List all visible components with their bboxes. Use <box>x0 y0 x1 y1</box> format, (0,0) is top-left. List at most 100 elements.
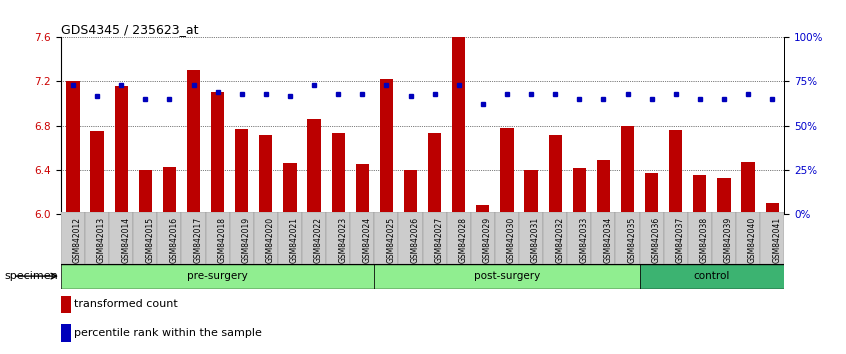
Bar <box>211 92 224 214</box>
Text: GSM842026: GSM842026 <box>410 217 420 263</box>
Text: GSM842021: GSM842021 <box>290 217 299 263</box>
Bar <box>181 212 206 264</box>
Text: GSM842028: GSM842028 <box>459 217 468 263</box>
Text: GDS4345 / 235623_at: GDS4345 / 235623_at <box>61 23 199 36</box>
Bar <box>736 212 760 264</box>
Text: GSM842038: GSM842038 <box>700 217 709 263</box>
Bar <box>663 212 688 264</box>
Bar <box>307 119 321 214</box>
Bar <box>741 162 755 214</box>
Text: percentile rank within the sample: percentile rank within the sample <box>74 328 262 338</box>
Bar <box>548 135 562 214</box>
Bar <box>283 163 297 214</box>
Text: pre-surgery: pre-surgery <box>187 271 248 281</box>
Text: GSM842027: GSM842027 <box>435 217 443 263</box>
Bar <box>139 170 152 214</box>
Bar <box>717 178 731 214</box>
Bar <box>235 129 249 214</box>
Bar <box>688 212 711 264</box>
Bar <box>254 212 277 264</box>
Text: GSM842039: GSM842039 <box>724 217 733 263</box>
Bar <box>350 212 374 264</box>
Text: post-surgery: post-surgery <box>474 271 540 281</box>
Bar <box>766 203 779 214</box>
Bar <box>91 131 104 214</box>
Text: GSM842012: GSM842012 <box>73 217 82 263</box>
Bar <box>229 212 254 264</box>
Bar <box>162 167 176 214</box>
Text: GSM842036: GSM842036 <box>651 217 661 263</box>
Text: GSM842023: GSM842023 <box>338 217 347 263</box>
Bar <box>109 212 133 264</box>
Bar <box>447 212 470 264</box>
Text: GSM842016: GSM842016 <box>169 217 179 263</box>
Text: GSM842024: GSM842024 <box>362 217 371 263</box>
Bar <box>640 212 663 264</box>
Bar <box>470 212 495 264</box>
Bar <box>61 212 85 264</box>
Text: GSM842040: GSM842040 <box>748 217 757 263</box>
Bar <box>476 205 490 214</box>
Bar <box>525 170 538 214</box>
Bar <box>519 212 543 264</box>
Bar <box>374 212 398 264</box>
Text: specimen: specimen <box>4 271 58 281</box>
Bar <box>645 173 658 214</box>
Bar <box>302 212 326 264</box>
Bar <box>669 130 683 214</box>
Bar <box>114 86 128 214</box>
Text: GSM842018: GSM842018 <box>217 217 227 263</box>
Bar <box>380 79 393 214</box>
Bar <box>452 37 465 214</box>
Bar <box>332 133 345 214</box>
Text: GSM842041: GSM842041 <box>772 217 781 263</box>
Bar <box>495 212 519 264</box>
Bar <box>640 264 784 289</box>
Bar <box>596 160 610 214</box>
Bar <box>621 126 634 214</box>
Bar <box>259 135 272 214</box>
Bar <box>591 212 615 264</box>
Text: GSM842017: GSM842017 <box>194 217 202 263</box>
Bar <box>711 212 736 264</box>
Text: GSM842014: GSM842014 <box>121 217 130 263</box>
Bar <box>615 212 640 264</box>
Bar <box>157 212 181 264</box>
Bar <box>326 212 350 264</box>
Text: GSM842035: GSM842035 <box>628 217 636 263</box>
Text: GSM842025: GSM842025 <box>387 217 395 263</box>
Text: GSM842037: GSM842037 <box>676 217 684 263</box>
Bar <box>374 264 640 289</box>
Text: GSM842032: GSM842032 <box>555 217 564 263</box>
Text: GSM842031: GSM842031 <box>531 217 540 263</box>
Bar <box>206 212 229 264</box>
Bar <box>573 168 586 214</box>
Text: GSM842015: GSM842015 <box>146 217 154 263</box>
Text: GSM842029: GSM842029 <box>483 217 492 263</box>
Bar <box>398 212 422 264</box>
Text: GSM842033: GSM842033 <box>580 217 588 263</box>
Bar <box>500 128 514 214</box>
Bar <box>277 212 302 264</box>
Text: GSM842022: GSM842022 <box>314 217 323 263</box>
Text: GSM842020: GSM842020 <box>266 217 275 263</box>
Bar <box>187 70 201 214</box>
Text: GSM842030: GSM842030 <box>507 217 516 263</box>
Text: transformed count: transformed count <box>74 299 179 309</box>
Bar <box>693 176 706 214</box>
Bar <box>66 81 80 214</box>
Bar <box>428 133 442 214</box>
Text: GSM842019: GSM842019 <box>242 217 250 263</box>
Text: GSM842013: GSM842013 <box>97 217 106 263</box>
Bar <box>543 212 567 264</box>
Text: GSM842034: GSM842034 <box>603 217 613 263</box>
Bar <box>404 170 417 214</box>
Bar <box>61 264 374 289</box>
Bar <box>567 212 591 264</box>
Bar <box>760 212 784 264</box>
Bar <box>422 212 447 264</box>
Text: control: control <box>694 271 730 281</box>
Bar <box>355 164 369 214</box>
Bar <box>85 212 109 264</box>
Bar <box>133 212 157 264</box>
